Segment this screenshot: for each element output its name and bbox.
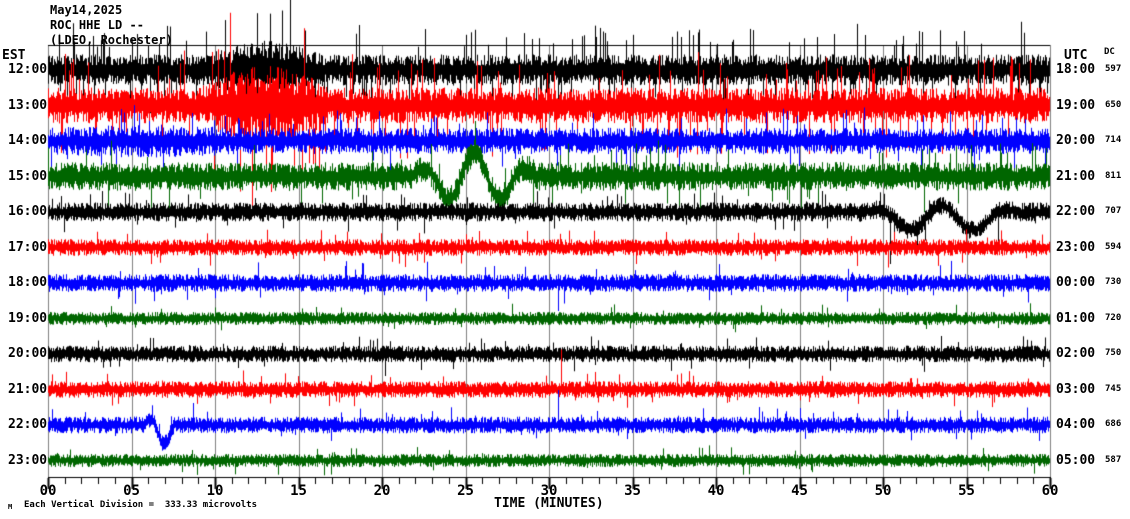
dc-value-0: 597 (1105, 64, 1122, 74)
est-time-21:00: 21:00 (8, 381, 48, 397)
right-axis-label: UTC (1064, 48, 1088, 63)
dc-value-6: 730 (1105, 277, 1122, 287)
dc-value-10: 686 (1105, 419, 1122, 429)
x-tick-00: 00 (39, 483, 57, 499)
x-tick-15: 15 (290, 483, 307, 499)
utc-time-03:00: 03:00 (1056, 381, 1096, 397)
utc-time-05:00: 05:00 (1056, 452, 1096, 468)
utc-time-00:00: 00:00 (1056, 275, 1096, 290)
left-axis-label: EST (2, 48, 26, 63)
x-tick-50: 50 (874, 483, 892, 499)
date-title: May14,2025 (50, 3, 123, 17)
x-axis-title: TIME (MINUTES) (494, 496, 604, 511)
scale-note: Each Vertical Division = 333.33 microvol… (24, 500, 257, 510)
est-time-14:00: 14:00 (8, 133, 48, 148)
dc-value-11: 587 (1105, 454, 1122, 465)
est-time-19:00: 19:00 (8, 310, 48, 326)
est-time-22:00: 22:00 (8, 417, 48, 432)
utc-time-19:00: 19:00 (1056, 97, 1096, 113)
utc-time-04:00: 04:00 (1056, 417, 1096, 432)
x-tick-40: 40 (707, 483, 725, 499)
est-time-17:00: 17:00 (8, 239, 48, 255)
est-time-15:00: 15:00 (8, 168, 48, 184)
utc-time-20:00: 20:00 (1056, 133, 1096, 148)
utc-time-21:00: 21:00 (1056, 168, 1096, 184)
corner-mark: M (8, 503, 13, 511)
network-title: (LDEO, Rochester) (50, 33, 173, 47)
est-time-23:00: 23:00 (8, 452, 48, 468)
dc-value-1: 650 (1105, 99, 1122, 110)
station-title: ROC HHE LD -- (50, 18, 144, 32)
x-tick-45: 45 (791, 483, 808, 499)
x-tick-20: 20 (373, 483, 391, 499)
dc-value-2: 714 (1105, 135, 1122, 145)
x-tick-05: 05 (123, 483, 140, 499)
utc-time-01:00: 01:00 (1056, 310, 1096, 326)
x-tick-25: 25 (457, 483, 474, 499)
x-tick-55: 55 (958, 483, 975, 499)
x-tick-10: 10 (206, 483, 224, 499)
x-tick-35: 35 (624, 483, 641, 499)
est-time-18:00: 18:00 (8, 275, 48, 290)
est-time-20:00: 20:00 (8, 346, 48, 361)
dc-value-3: 811 (1105, 170, 1122, 181)
utc-time-02:00: 02:00 (1056, 346, 1096, 361)
dc-value-5: 594 (1105, 241, 1122, 252)
utc-time-22:00: 22:00 (1056, 204, 1096, 219)
dc-axis-label: DC (1104, 47, 1115, 57)
dc-value-8: 750 (1105, 348, 1122, 358)
utc-time-18:00: 18:00 (1056, 62, 1096, 77)
utc-time-23:00: 23:00 (1056, 239, 1096, 255)
est-time-13:00: 13:00 (8, 97, 48, 113)
est-time-12:00: 12:00 (8, 62, 48, 77)
est-time-16:00: 16:00 (8, 204, 48, 219)
dc-value-7: 720 (1105, 312, 1122, 323)
x-tick-30: 30 (540, 483, 558, 499)
dc-value-4: 707 (1105, 206, 1122, 216)
x-tick-60: 60 (1041, 483, 1059, 499)
dc-value-9: 745 (1105, 383, 1122, 394)
